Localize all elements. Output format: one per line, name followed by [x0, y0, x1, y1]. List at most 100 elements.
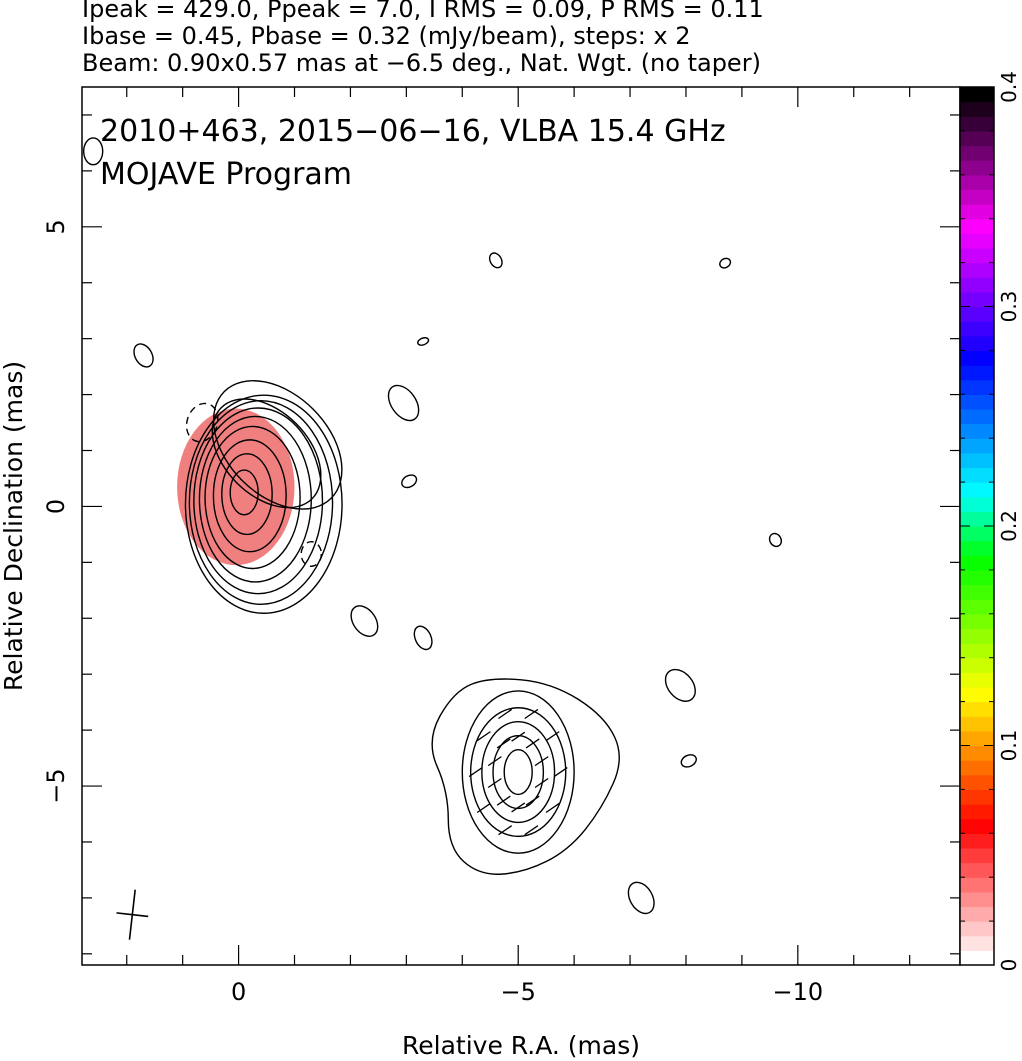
core-contour: [193, 407, 324, 595]
colorbar-segment: [960, 116, 994, 132]
colorbar-segment: [960, 291, 994, 308]
core-contour: [221, 453, 273, 536]
colorbar-segment: [960, 160, 994, 176]
header-line-base: Ibase = 0.45, Pbase = 0.32 (mJy/beam), s…: [82, 22, 691, 50]
colorbar-segment: [960, 394, 994, 410]
colorbar-segment: [960, 701, 994, 717]
colorbar-segment: [960, 745, 994, 761]
core-contour: [212, 439, 287, 553]
colorbar-segment: [960, 672, 994, 688]
core-extension-contour: [212, 380, 343, 510]
x-axis-label: Relative R.A. (mas): [402, 1031, 640, 1060]
colorbar-segment: [960, 584, 994, 600]
polarization-vector: [524, 825, 539, 836]
colorbar-segment: [960, 877, 994, 893]
colorbar-segment: [960, 130, 994, 147]
polarization-vector: [487, 777, 502, 789]
jet-outer-contour: [431, 678, 620, 875]
colorbar-segment: [960, 847, 994, 864]
jet-contour: [503, 748, 533, 796]
jet-contour: [481, 721, 556, 824]
y-axis-label: Relative Declination (mas): [0, 361, 28, 691]
colorbar-segment: [960, 438, 994, 454]
negative-contour: [300, 540, 323, 567]
y-tick-label: 0: [42, 499, 70, 514]
polarization-vector: [496, 738, 511, 749]
colorbar-segment: [960, 906, 994, 922]
colorbar-segment: [960, 321, 994, 337]
colorbar-segment: [960, 277, 994, 293]
polarization-vector: [534, 777, 549, 789]
polarization-vector: [476, 802, 491, 814]
colorbar-segment: [960, 233, 994, 249]
polarization-vector: [534, 756, 549, 767]
colorbar-segment: [960, 379, 994, 395]
colorbar-segment: [960, 628, 994, 644]
colorbar-segment: [960, 204, 994, 220]
noise-contour: [664, 668, 696, 702]
colorbar-segment: [960, 218, 994, 234]
x-tick-label: 0: [231, 978, 246, 1006]
noise-contour: [387, 384, 420, 422]
colorbar-segment: [960, 804, 994, 820]
colorbar-segment: [960, 643, 994, 659]
polarization-vector: [487, 756, 502, 767]
colorbar-segment: [960, 555, 994, 571]
colorbar-segment: [960, 716, 994, 732]
noise-contour: [627, 881, 655, 915]
colorbar-segment: [960, 569, 994, 586]
colorbar-segment: [960, 935, 994, 951]
noise-contour: [417, 337, 430, 346]
polarization-vector: [496, 795, 511, 806]
core-contour: [229, 469, 259, 516]
polarization-vector: [498, 825, 513, 836]
noise-contour: [401, 474, 418, 489]
colorbar-segment: [960, 145, 994, 161]
colorbar-tick-label: 0.2: [997, 510, 1021, 542]
colorbar-segment: [960, 760, 994, 776]
colorbar-segment: [960, 818, 994, 834]
core-contour: [204, 425, 301, 570]
core-color-patch: [177, 408, 295, 566]
beam-minor-axis: [116, 912, 149, 918]
colorbar-segment: [960, 365, 994, 381]
polarization-vector: [524, 708, 539, 720]
colorbar-tick-label: 0.1: [997, 730, 1021, 762]
polarization-vector: [476, 731, 491, 742]
colorbar-segment: [960, 613, 994, 630]
polarization-vector: [468, 767, 483, 778]
negative-contour: [185, 402, 219, 443]
plot-title-source: 2010+463, 2015−06−16, VLBA 15.4 GHz: [100, 114, 726, 149]
colorbar-segment: [960, 526, 994, 542]
colorbar-segment: [960, 467, 994, 483]
polarization-vector: [545, 731, 560, 742]
colorbar-segment: [960, 174, 994, 191]
polarization-vector: [545, 802, 560, 814]
colorbar-segment: [960, 408, 994, 425]
noise-contour: [488, 252, 503, 269]
noise-contour: [680, 754, 697, 768]
colorbar-segment: [960, 950, 994, 966]
colorbar-segment: [960, 350, 994, 366]
colorbar-segment: [960, 423, 994, 439]
colorbar-segment: [960, 452, 994, 469]
y-tick-label: 5: [42, 219, 70, 234]
polarization-vector: [553, 767, 568, 778]
colorbar-segment: [960, 87, 994, 103]
colorbar-segment: [960, 511, 994, 527]
plot-title-program: MOJAVE Program: [100, 157, 352, 192]
colorbar-tick-label: 0: [997, 959, 1021, 972]
noise-contour: [413, 625, 433, 651]
colorbar-segment: [960, 862, 994, 878]
y-tick-label: −5: [42, 768, 70, 803]
colorbar-segment: [960, 833, 994, 849]
colorbar-segment: [960, 335, 994, 351]
jet-contour: [469, 707, 567, 838]
jet-contour: [461, 690, 575, 854]
header-line-peaks: Ipeak = 429.0, Ppeak = 7.0, I RMS = 0.09…: [82, 0, 764, 23]
colorbar-segment: [960, 306, 994, 322]
colorbar-segment: [960, 657, 994, 673]
colorbar-tick-label: 0.4: [997, 71, 1021, 103]
colorbar-segment: [960, 540, 994, 556]
